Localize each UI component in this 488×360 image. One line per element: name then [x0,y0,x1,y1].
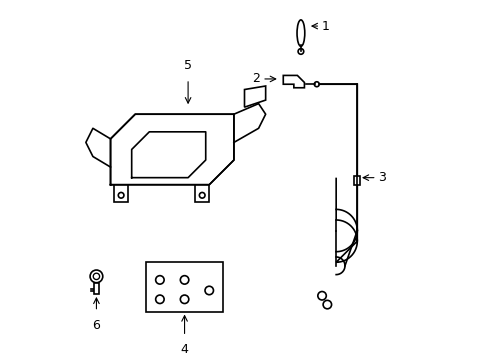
Circle shape [317,292,325,300]
Polygon shape [195,185,209,202]
Text: 3: 3 [377,171,385,184]
Polygon shape [94,283,99,294]
Circle shape [118,193,123,198]
Polygon shape [110,114,233,185]
Bar [354,176,359,185]
Circle shape [180,295,188,303]
Polygon shape [114,185,128,202]
Circle shape [314,82,319,87]
Circle shape [199,193,204,198]
Polygon shape [283,76,304,88]
Circle shape [93,273,100,280]
Text: 4: 4 [180,343,188,356]
Circle shape [180,276,188,284]
Ellipse shape [296,20,304,46]
Text: 6: 6 [92,319,100,332]
Circle shape [90,270,102,283]
Circle shape [323,300,331,309]
Text: 2: 2 [252,72,260,85]
Circle shape [155,276,164,284]
Text: 5: 5 [183,59,192,72]
Text: 1: 1 [321,19,328,32]
Circle shape [204,286,213,295]
Circle shape [298,49,303,54]
Circle shape [155,295,164,303]
Polygon shape [244,86,265,107]
Bar [145,262,223,312]
